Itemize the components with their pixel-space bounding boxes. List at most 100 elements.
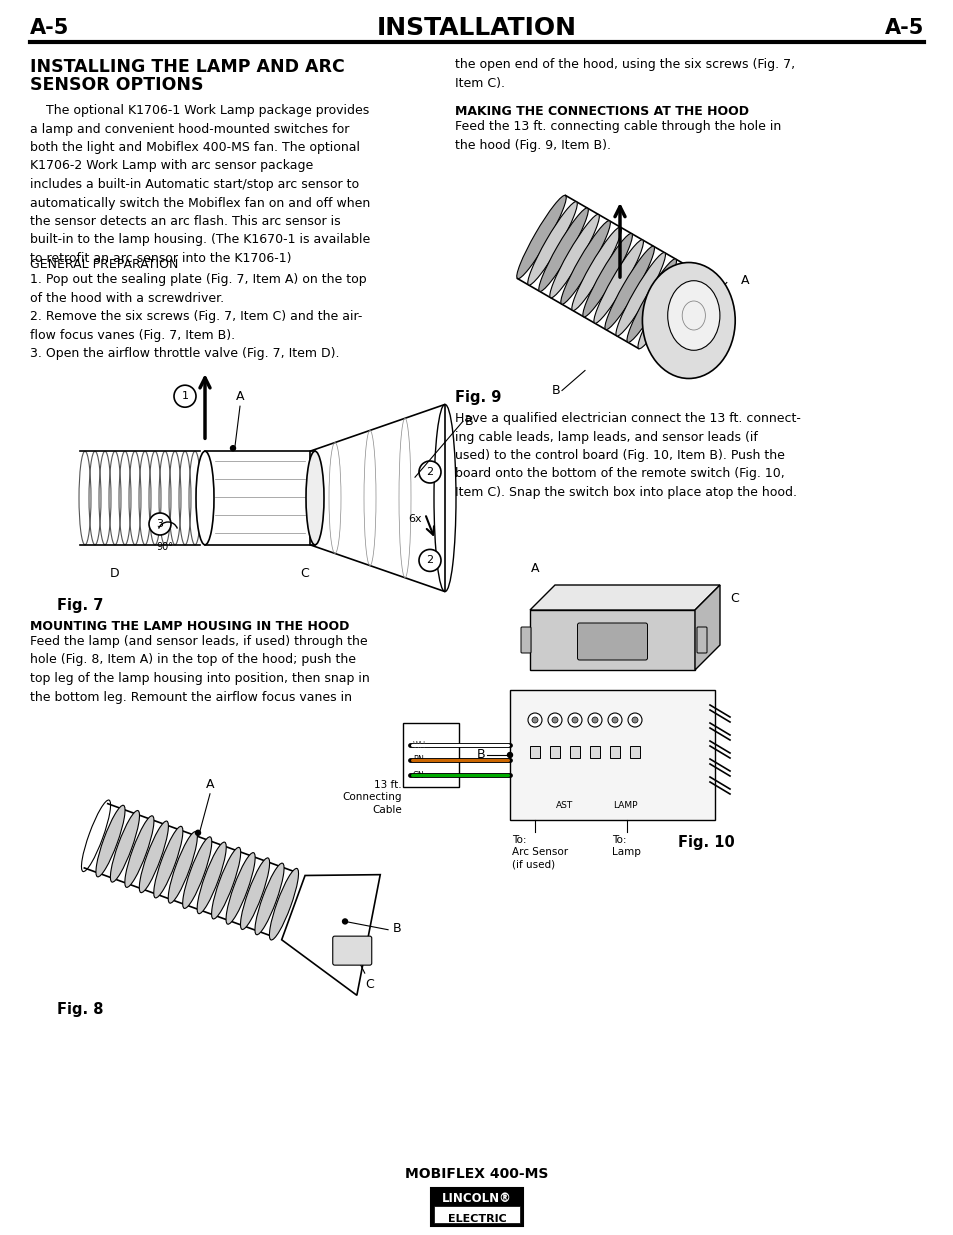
Polygon shape	[695, 585, 720, 671]
FancyBboxPatch shape	[577, 622, 647, 659]
Bar	[569, 746, 579, 758]
Text: Fig. 9: Fig. 9	[455, 390, 501, 405]
Text: B: B	[464, 415, 473, 427]
Ellipse shape	[125, 816, 153, 888]
Text: SENSOR OPTIONS: SENSOR OPTIONS	[30, 77, 203, 94]
Ellipse shape	[582, 233, 632, 317]
Circle shape	[572, 718, 578, 722]
Ellipse shape	[212, 847, 240, 919]
Text: 1. Pop out the sealing plate (Fig. 7, Item A) on the top
of the hood with a scre: 1. Pop out the sealing plate (Fig. 7, It…	[30, 273, 366, 359]
Text: Fig. 7: Fig. 7	[57, 598, 103, 613]
Text: GN: GN	[413, 771, 424, 779]
Circle shape	[149, 513, 171, 535]
Text: MOUNTING THE LAMP HOUSING IN THE HOOD: MOUNTING THE LAMP HOUSING IN THE HOOD	[30, 620, 349, 634]
Ellipse shape	[616, 252, 665, 336]
Circle shape	[195, 830, 200, 835]
Text: 2: 2	[426, 556, 433, 566]
Text: ELECTRIC: ELECTRIC	[447, 1214, 506, 1224]
Text: Feed the 13 ft. connecting cable through the hole in
the hood (Fig. 9, Item B).: Feed the 13 ft. connecting cable through…	[455, 120, 781, 152]
Text: LINCOLN®: LINCOLN®	[441, 1192, 512, 1205]
Circle shape	[418, 550, 440, 572]
Text: The optional K1706-1 Work Lamp package provides
a lamp and convenient hood-mount: The optional K1706-1 Work Lamp package p…	[30, 104, 370, 266]
Polygon shape	[530, 610, 695, 671]
Text: A: A	[206, 778, 214, 790]
Polygon shape	[530, 585, 720, 610]
Text: 1: 1	[181, 391, 189, 401]
Ellipse shape	[269, 868, 298, 940]
Circle shape	[418, 461, 440, 483]
Text: To:
Arc Sensor
(if used): To: Arc Sensor (if used)	[512, 835, 568, 869]
Text: C: C	[729, 592, 738, 604]
Text: C: C	[365, 978, 374, 992]
Bar	[589, 746, 599, 758]
Circle shape	[552, 718, 558, 722]
Text: LAMP: LAMP	[612, 802, 637, 810]
Ellipse shape	[549, 215, 598, 298]
Ellipse shape	[254, 863, 284, 935]
Ellipse shape	[197, 842, 226, 914]
Ellipse shape	[182, 837, 212, 909]
Circle shape	[627, 713, 641, 727]
Circle shape	[173, 385, 195, 408]
Text: A-5: A-5	[883, 19, 923, 38]
Ellipse shape	[638, 266, 687, 348]
Circle shape	[607, 713, 621, 727]
Text: Fig. 8: Fig. 8	[57, 1002, 103, 1016]
Ellipse shape	[538, 207, 588, 291]
Ellipse shape	[517, 195, 566, 279]
Text: C: C	[300, 567, 309, 579]
Ellipse shape	[139, 821, 169, 893]
Text: INSTALLATION: INSTALLATION	[376, 16, 577, 40]
Circle shape	[231, 446, 235, 451]
Text: 90°: 90°	[156, 542, 173, 552]
Text: GENERAL PREPARATION: GENERAL PREPARATION	[30, 258, 178, 270]
Text: WH: WH	[413, 741, 426, 750]
Circle shape	[631, 718, 638, 722]
Ellipse shape	[594, 240, 642, 324]
Bar	[629, 746, 639, 758]
Bar	[609, 746, 619, 758]
Text: To:
Lamp: To: Lamp	[612, 835, 640, 857]
Circle shape	[507, 752, 512, 757]
Ellipse shape	[604, 246, 654, 330]
FancyBboxPatch shape	[431, 1188, 522, 1226]
Ellipse shape	[641, 263, 735, 378]
Text: B: B	[551, 384, 559, 396]
Ellipse shape	[560, 221, 610, 304]
Text: Fig. 10: Fig. 10	[678, 835, 734, 850]
Ellipse shape	[96, 805, 125, 877]
Ellipse shape	[527, 201, 577, 285]
Polygon shape	[510, 690, 714, 820]
Circle shape	[527, 713, 541, 727]
Text: B: B	[476, 748, 484, 762]
Ellipse shape	[306, 451, 324, 545]
Text: 3: 3	[156, 519, 163, 529]
Text: A: A	[235, 390, 244, 403]
Text: A: A	[740, 274, 749, 287]
Bar	[550, 746, 559, 758]
Text: Have a qualified electrician connect the 13 ft. connect-
ing cable leads, lamp l: Have a qualified electrician connect the…	[455, 412, 800, 499]
FancyBboxPatch shape	[520, 627, 531, 653]
Circle shape	[567, 713, 581, 727]
FancyBboxPatch shape	[402, 722, 458, 787]
FancyBboxPatch shape	[434, 1205, 519, 1223]
Ellipse shape	[571, 227, 620, 310]
Circle shape	[342, 919, 347, 924]
Ellipse shape	[111, 810, 139, 882]
Ellipse shape	[226, 852, 254, 924]
Text: 6x: 6x	[408, 514, 421, 524]
Text: MAKING THE CONNECTIONS AT THE HOOD: MAKING THE CONNECTIONS AT THE HOOD	[455, 105, 748, 119]
Ellipse shape	[667, 280, 720, 351]
Text: 13 ft.
Connecting
Cable: 13 ft. Connecting Cable	[342, 781, 401, 815]
Circle shape	[532, 718, 537, 722]
Bar	[530, 746, 539, 758]
Circle shape	[592, 718, 598, 722]
Text: A: A	[530, 562, 538, 576]
Ellipse shape	[626, 259, 676, 342]
Circle shape	[547, 713, 561, 727]
Circle shape	[612, 718, 618, 722]
Text: AST: AST	[556, 802, 573, 810]
Text: INSTALLING THE LAMP AND ARC: INSTALLING THE LAMP AND ARC	[30, 58, 344, 77]
Text: MOBIFLEX 400-MS: MOBIFLEX 400-MS	[405, 1167, 548, 1181]
FancyBboxPatch shape	[697, 627, 706, 653]
